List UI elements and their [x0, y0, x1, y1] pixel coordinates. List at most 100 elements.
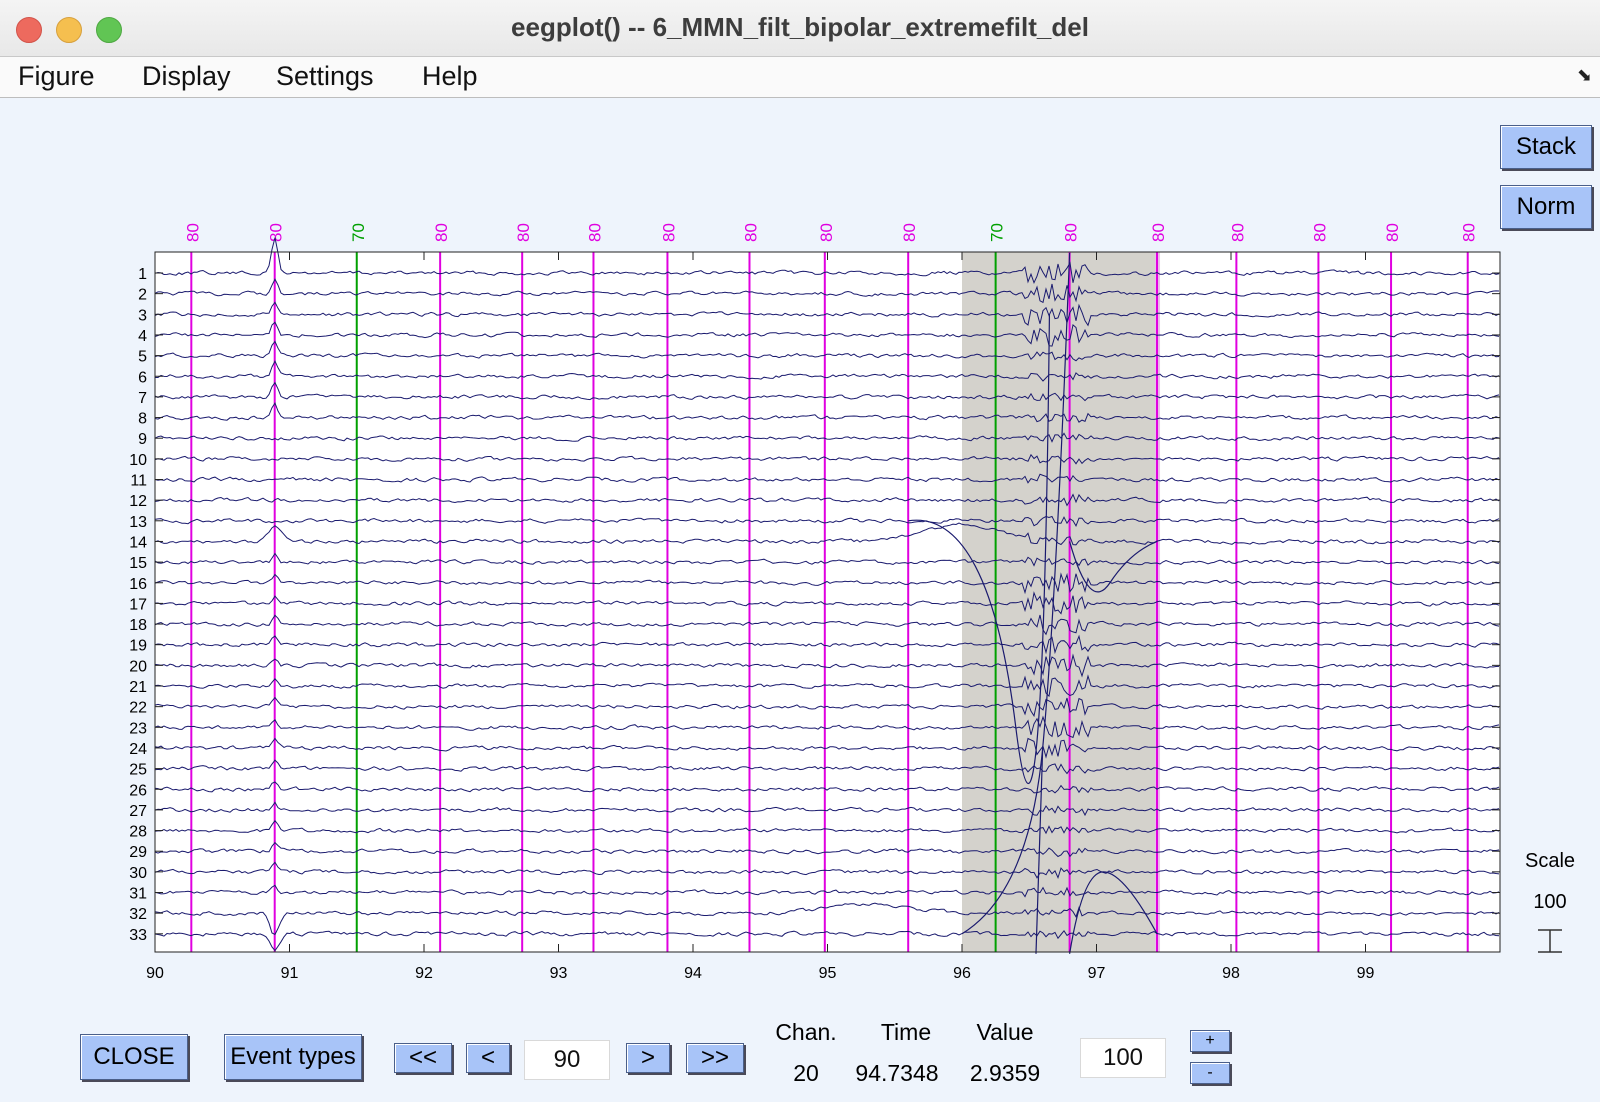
channel-trace — [154, 696, 1500, 718]
menu-display[interactable]: Display — [142, 61, 231, 91]
channel-trace — [154, 381, 1500, 402]
channel-trace — [154, 841, 1500, 858]
time-value: 94.7348 — [855, 1060, 939, 1086]
event-label: 80 — [1460, 223, 1479, 242]
event-label: 80 — [585, 223, 604, 242]
scroll-prev-button[interactable]: < — [466, 1043, 510, 1073]
channel-label: 2 — [138, 287, 147, 304]
channel-trace — [154, 473, 1500, 484]
value-label: Value — [976, 1019, 1034, 1045]
chan-value: 20 — [793, 1060, 819, 1086]
channel-trace — [154, 572, 1500, 595]
window-minimize-button[interactable] — [56, 17, 82, 43]
menu-help[interactable]: Help — [422, 61, 478, 91]
channel-label: 10 — [129, 452, 147, 469]
channel-label: 20 — [129, 658, 147, 675]
scroll-last-button[interactable]: >> — [686, 1043, 744, 1073]
close-button[interactable]: CLOSE — [80, 1034, 188, 1080]
event-label: 70 — [349, 223, 368, 242]
event-label: 80 — [183, 223, 202, 242]
rejection-window[interactable] — [962, 252, 1158, 952]
x-tick-label: 97 — [1088, 965, 1106, 982]
channel-label: 30 — [129, 865, 147, 882]
channel-label: 22 — [129, 700, 147, 717]
channel-label: 28 — [129, 824, 147, 841]
channel-trace — [154, 614, 1500, 636]
x-tick-label: 92 — [415, 965, 433, 982]
channel-trace — [154, 515, 1500, 528]
channel-label: 33 — [129, 927, 147, 944]
channel-label: 27 — [129, 803, 147, 820]
channel-trace — [154, 715, 1500, 739]
channel-trace — [154, 929, 1500, 952]
channel-trace — [154, 522, 1500, 546]
channel-trace — [154, 884, 1500, 898]
channel-trace — [154, 759, 1500, 775]
menu-figure[interactable]: Figure — [18, 61, 95, 91]
x-tick-label: 90 — [146, 965, 164, 982]
channel-trace — [154, 278, 1500, 304]
artifact-trace — [1069, 540, 1158, 593]
event-label: 80 — [267, 223, 286, 242]
title-bar: eegplot() -- 6_MMN_filt_bipolar_extremef… — [0, 0, 1600, 57]
x-tick-label: 99 — [1357, 965, 1375, 982]
menu-settings[interactable]: Settings — [276, 61, 374, 91]
channel-trace — [154, 801, 1500, 817]
channel-label: 24 — [129, 741, 147, 758]
norm-button[interactable]: Norm — [1500, 185, 1592, 229]
channel-trace — [154, 861, 1500, 880]
channel-trace — [154, 634, 1500, 655]
scale-decrease-button[interactable]: - — [1190, 1062, 1230, 1084]
channel-trace — [155, 359, 1500, 382]
artifact-trace — [1035, 747, 1044, 954]
channel-label: 17 — [129, 596, 147, 613]
channel-label: 16 — [129, 576, 147, 593]
value-value: 2.9359 — [969, 1060, 1041, 1086]
chan-label: Chan. — [775, 1019, 837, 1045]
x-tick-label: 94 — [684, 965, 702, 982]
event-label: 80 — [900, 223, 919, 242]
time-label: Time — [880, 1019, 932, 1045]
channel-label: 7 — [138, 390, 147, 407]
scroll-next-button[interactable]: > — [626, 1043, 670, 1073]
event-label: 80 — [1228, 223, 1247, 242]
channel-trace — [154, 402, 1500, 423]
x-tick-label: 96 — [953, 965, 971, 982]
channel-trace — [154, 591, 1500, 615]
channel-trace — [154, 552, 1500, 567]
artifact-trace — [1069, 871, 1158, 954]
eeg-plot[interactable]: 80 80 70 80 80 80 80 80 80 80 70 80 80 80 80 80 80 12345… — [0, 0, 1600, 1000]
position-input[interactable]: 90 — [524, 1040, 610, 1080]
event-label: 70 — [988, 223, 1007, 242]
channel-trace — [154, 674, 1500, 698]
scale-increase-button[interactable]: + — [1190, 1030, 1230, 1052]
channel-label: 29 — [129, 844, 147, 861]
channel-label: 23 — [129, 720, 147, 737]
channel-trace — [154, 453, 1500, 465]
window-title: eegplot() -- 6_MMN_filt_bipolar_extremef… — [511, 12, 1089, 42]
channel-label: 4 — [138, 328, 147, 345]
scale-input[interactable]: 100 — [1080, 1038, 1166, 1078]
channel-label: 18 — [129, 617, 147, 634]
channel-trace — [154, 493, 1500, 507]
scroll-first-button[interactable]: << — [394, 1043, 452, 1073]
channel-trace — [154, 237, 1500, 285]
x-tick-label: 91 — [281, 965, 299, 982]
channel-label: 15 — [129, 555, 147, 572]
toolbar-toggle-icon[interactable]: ⬊ — [1576, 65, 1592, 85]
x-tick-label: 93 — [550, 965, 568, 982]
window-maximize-button[interactable] — [96, 17, 122, 43]
window-close-button[interactable] — [16, 17, 42, 43]
channel-label: 19 — [129, 638, 147, 655]
plot-axes: 1234567891011121314151617181920212223242… — [129, 251, 1501, 982]
scale-bar-icon — [1538, 929, 1562, 953]
channel-trace — [154, 653, 1500, 678]
stack-button[interactable]: Stack — [1500, 125, 1592, 169]
scale-value: 100 — [1533, 891, 1567, 913]
event-label: 80 — [659, 223, 678, 242]
channel-label: 12 — [129, 493, 147, 510]
event-types-button[interactable]: Event types — [224, 1034, 362, 1080]
channel-trace — [154, 781, 1500, 794]
event-markers: 80 80 70 80 80 80 80 80 80 80 70 80 80 80 80 80 80 — [155, 223, 1500, 952]
channel-trace — [154, 819, 1500, 835]
